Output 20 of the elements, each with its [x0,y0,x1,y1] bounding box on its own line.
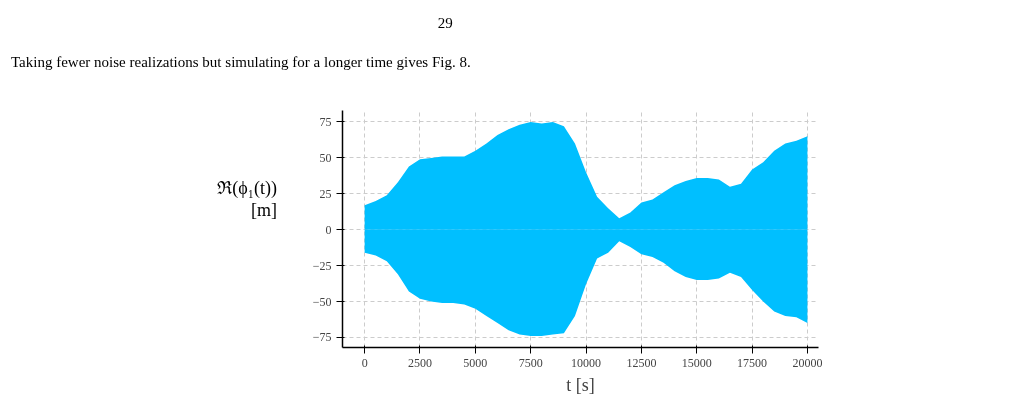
x-tick-label: 2500 [407,355,432,370]
x-tick-label: 10000 [571,355,602,370]
y-tick-label: 0 [325,222,332,237]
y-tick-label: 75 [319,114,332,129]
x-tick-label: 20000 [792,355,823,370]
x-tick-label: 0 [361,355,368,370]
y-tick-label: −50 [312,294,332,309]
text: Taking fewer noise realizations but simulating for a longer time gives Fig. 8. [10,53,471,73]
y-tick-label: −75 [312,330,332,345]
x-tick-label: 15000 [681,355,712,370]
x-tick-label: 5000 [463,355,488,370]
text: 29 [436,14,454,33]
x-tick-label: 12500 [626,355,657,370]
y-tick-label: 25 [319,186,332,201]
y-axis-title: ℜ(ϕ₁(t)) [m] [217,177,277,221]
x-tick-label: 17500 [737,355,768,370]
y-tick-label: −25 [312,258,332,273]
y-tick-label: 50 [319,150,332,165]
x-axis-title: t [s] [566,374,595,395]
x-tick-label: 7500 [518,355,543,370]
